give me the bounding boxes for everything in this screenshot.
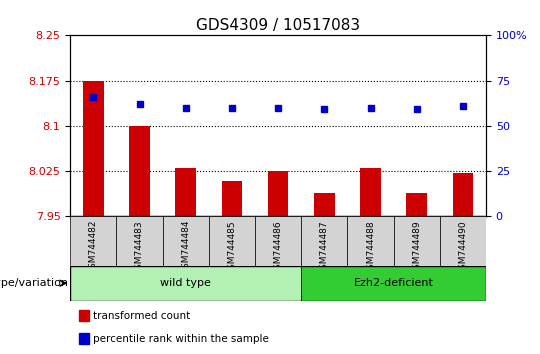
Bar xyxy=(70,266,301,301)
Bar xyxy=(70,216,117,266)
Bar xyxy=(209,216,255,266)
Bar xyxy=(314,193,335,216)
Bar xyxy=(255,216,301,266)
Bar xyxy=(176,168,196,216)
Text: GSM744483: GSM744483 xyxy=(135,220,144,275)
Bar xyxy=(347,216,394,266)
Text: GSM744488: GSM744488 xyxy=(366,220,375,275)
Text: GSM744487: GSM744487 xyxy=(320,220,329,275)
Bar xyxy=(360,168,381,216)
Bar xyxy=(221,181,242,216)
Text: transformed count: transformed count xyxy=(93,311,190,321)
Text: GSM744486: GSM744486 xyxy=(274,220,282,275)
Bar xyxy=(301,216,347,266)
Text: Ezh2-deficient: Ezh2-deficient xyxy=(354,278,434,288)
Bar xyxy=(117,216,163,266)
Text: percentile rank within the sample: percentile rank within the sample xyxy=(93,334,269,344)
Bar xyxy=(301,266,486,301)
Text: wild type: wild type xyxy=(160,278,211,288)
Bar xyxy=(406,193,427,216)
Text: GSM744484: GSM744484 xyxy=(181,220,190,274)
Text: GSM744490: GSM744490 xyxy=(458,220,468,275)
Bar xyxy=(394,216,440,266)
Bar xyxy=(268,171,288,216)
Text: GSM744485: GSM744485 xyxy=(227,220,237,275)
Bar xyxy=(129,126,150,216)
Bar xyxy=(163,216,209,266)
Title: GDS4309 / 10517083: GDS4309 / 10517083 xyxy=(196,18,360,33)
Bar xyxy=(78,333,89,344)
Text: genotype/variation: genotype/variation xyxy=(0,278,68,288)
Bar xyxy=(78,310,89,321)
Bar xyxy=(440,216,486,266)
Text: GSM744489: GSM744489 xyxy=(412,220,421,275)
Text: GSM744482: GSM744482 xyxy=(89,220,98,274)
Bar xyxy=(83,80,104,216)
Bar xyxy=(453,173,473,216)
